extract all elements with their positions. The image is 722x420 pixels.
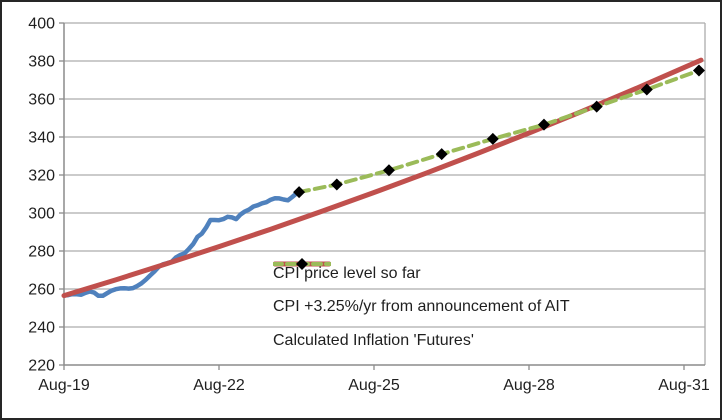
legend-item-cpi-path: CPI +3.25%/yr from announcement of AIT: [273, 261, 570, 325]
x-tick-label: Aug-28: [503, 377, 555, 394]
futures-diamond-marker: [537, 118, 550, 131]
series-cpi-actual-line: [61, 191, 299, 299]
futures-diamond-marker: [435, 148, 448, 161]
y-tick-label: 400: [28, 16, 55, 33]
futures-diamond-marker: [293, 186, 306, 199]
series-cpi-path-line: [61, 57, 704, 299]
y-tick-label: 220: [28, 358, 55, 375]
legend-dashed-swatch-green: [273, 258, 331, 270]
y-tick-label: 340: [28, 130, 55, 147]
futures-diamond-marker: [330, 178, 343, 191]
x-tick-label: Aug-19: [38, 377, 90, 394]
futures-diamond-marker: [486, 132, 499, 145]
y-tick-label: 360: [28, 92, 55, 109]
x-tick-label: Aug-22: [193, 377, 245, 394]
y-tick-label: 380: [28, 54, 55, 71]
y-tick-label: 240: [28, 320, 55, 337]
legend-label: CPI price level so far: [273, 264, 421, 282]
chart-legend: CPI price level so far CPI +3.25%/yr fro…: [273, 257, 570, 358]
legend-item-futures: Calculated Inflation 'Futures': [273, 258, 570, 358]
y-tick-label: 320: [28, 168, 55, 185]
x-tick-label: Aug-31: [658, 377, 710, 394]
y-tick-label: 260: [28, 282, 55, 299]
futures-diamond-marker: [590, 100, 603, 113]
futures-diamond-marker: [640, 83, 653, 96]
futures-diamond-marker: [692, 64, 705, 77]
y-tick-label: 300: [28, 206, 55, 223]
legend-label: CPI +3.25%/yr from announcement of AIT: [273, 298, 570, 316]
legend-label: Calculated Inflation 'Futures': [273, 331, 474, 349]
x-tick-label: Aug-25: [348, 377, 400, 394]
y-tick-label: 280: [28, 244, 55, 261]
futures-diamond-marker: [382, 164, 395, 177]
